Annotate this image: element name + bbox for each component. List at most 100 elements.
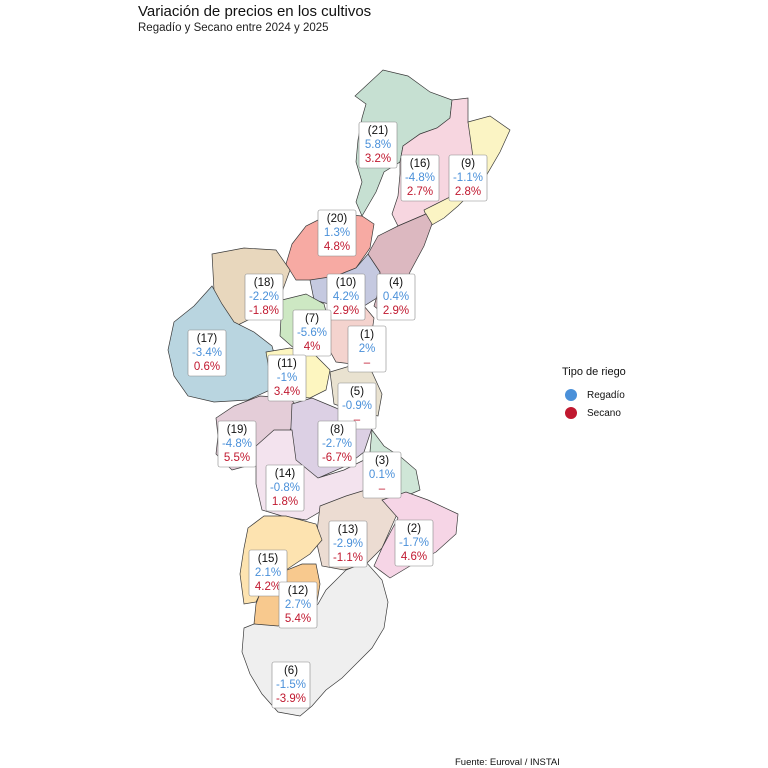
region-label-box	[244, 273, 284, 321]
region-id-label: (21)	[368, 125, 389, 137]
region-label-19: (19) -4.8% 5.5%	[217, 420, 257, 468]
region-label-box	[317, 209, 357, 257]
region-id-label: (20)	[327, 213, 348, 225]
region-id-label: (6)	[284, 665, 298, 677]
region-label-9: (9) -1.1% 2.8%	[448, 154, 488, 202]
region-id-label: (1)	[360, 329, 374, 341]
region-id-label: (17)	[197, 333, 218, 345]
regadio-value: 0.4%	[383, 291, 409, 303]
regadio-value: -1.5%	[276, 679, 306, 691]
region-id-label: (14)	[275, 468, 296, 480]
secano-value: 3.2%	[365, 153, 391, 165]
secano-value: 4.2%	[255, 581, 281, 593]
region-label-16: (16) -4.8% 2.7%	[400, 154, 440, 202]
region-label-17: (17) -3.4% 0.6%	[187, 329, 227, 377]
legend-item-regadio: Regadío	[562, 386, 626, 404]
secano-value: 3.4%	[274, 386, 300, 398]
region-label-box	[271, 661, 311, 709]
region-label-21: (21) 5.8% 3.2%	[358, 121, 398, 169]
legend-label-secano: Secano	[587, 407, 621, 419]
region-label-10: (10) 4.2% 2.9%	[326, 273, 366, 321]
regadio-value: -0.8%	[270, 482, 300, 494]
regadio-value: -1.1%	[453, 172, 483, 184]
secano-value: -3.9%	[276, 693, 306, 705]
region-label-box	[362, 451, 402, 499]
region-id-label: (8)	[330, 424, 344, 436]
regadio-value: 2.1%	[255, 567, 281, 579]
secano-value: 2.9%	[383, 305, 409, 317]
region-label-box	[376, 273, 416, 321]
secano-value: 2.7%	[407, 186, 433, 198]
regadio-value: -5.6%	[297, 327, 327, 339]
legend-title: Tipo de riego	[562, 366, 626, 378]
region-label-box	[248, 549, 288, 597]
secano-value: –	[379, 483, 386, 495]
region-label-11: (11) -1% 3.4%	[267, 354, 307, 402]
region-label-5: (5) -0.9% –	[337, 382, 377, 430]
secano-value: 1.8%	[272, 496, 298, 508]
region-label-20: (20) 1.3% 4.8%	[317, 209, 357, 257]
region-label-box	[394, 519, 434, 567]
regadio-value: -4.8%	[405, 172, 435, 184]
legend: Tipo de riego Regadío Secano	[562, 366, 626, 422]
region-id-label: (7)	[305, 313, 319, 325]
legend-item-secano: Secano	[562, 404, 626, 422]
region-label-box	[358, 121, 398, 169]
region-label-box	[265, 464, 305, 512]
regadio-value: 4.2%	[333, 291, 359, 303]
legend-label-regadio: Regadío	[587, 389, 625, 401]
region-id-label: (18)	[254, 277, 275, 289]
region-id-label: (12)	[288, 585, 309, 597]
secano-value: 5.5%	[224, 452, 250, 464]
region-label-box	[267, 354, 307, 402]
secano-value: 2.8%	[455, 186, 481, 198]
secano-value: 4.8%	[324, 241, 350, 253]
secano-value: -1.8%	[249, 305, 279, 317]
secano-value: 2.9%	[333, 305, 359, 317]
regadio-value: -3.4%	[192, 347, 222, 359]
secano-value: -6.7%	[322, 452, 352, 464]
regadio-value: -1.7%	[399, 537, 429, 549]
region-id-label: (16)	[410, 158, 431, 170]
region-id-label: (11)	[277, 358, 297, 370]
region-id-label: (3)	[375, 455, 389, 467]
map-title: Variación de precios en los cultivos	[138, 3, 372, 20]
region-label-3: (3) 0.1% –	[362, 451, 402, 499]
regadio-value: 2%	[359, 343, 376, 355]
regadio-value: -0.9%	[342, 400, 372, 412]
region-label-4: (4) 0.4% 2.9%	[376, 273, 416, 321]
region-id-label: (5)	[350, 386, 364, 398]
region-label-6: (6) -1.5% -3.9%	[271, 661, 311, 709]
regadio-value: 0.1%	[369, 469, 395, 481]
regadio-value: 1.3%	[324, 227, 350, 239]
region-label-box	[217, 420, 257, 468]
regadio-value: -4.8%	[222, 438, 252, 450]
region-label-1: (1) 2% –	[347, 325, 387, 373]
region-label-box	[337, 382, 377, 430]
regadio-value: -2.9%	[333, 538, 363, 550]
region-label-box	[317, 420, 357, 468]
region-label-box	[328, 520, 368, 568]
region-id-label: (10)	[336, 277, 357, 289]
regadio-value: 2.7%	[285, 599, 311, 611]
region-label-box	[347, 325, 387, 373]
legend-swatch-regadio	[565, 389, 577, 401]
regadio-value: -2.2%	[249, 291, 279, 303]
secano-value: –	[354, 414, 361, 426]
region-label-box	[326, 273, 366, 321]
secano-value: 4.6%	[401, 551, 427, 563]
region-id-label: (9)	[461, 158, 475, 170]
region-label-box	[187, 329, 227, 377]
regadio-value: 5.8%	[365, 139, 391, 151]
secano-value: 0.6%	[194, 361, 220, 373]
region-id-label: (19)	[227, 424, 248, 436]
secano-value: -1.1%	[333, 552, 363, 564]
map-labels: (21) 5.8% 3.2% (16) -4.8% 2.7% (9) -1.1% 2.8% (20…	[187, 121, 488, 709]
region-label-2: (2) -1.7% 4.6%	[394, 519, 434, 567]
region-label-13: (13) -2.9% -1.1%	[328, 520, 368, 568]
region-label-8: (8) -2.7% -6.7%	[317, 420, 357, 468]
region-label-box	[278, 581, 318, 629]
region-id-label: (2)	[407, 523, 421, 535]
region-id-label: (13)	[338, 524, 359, 536]
